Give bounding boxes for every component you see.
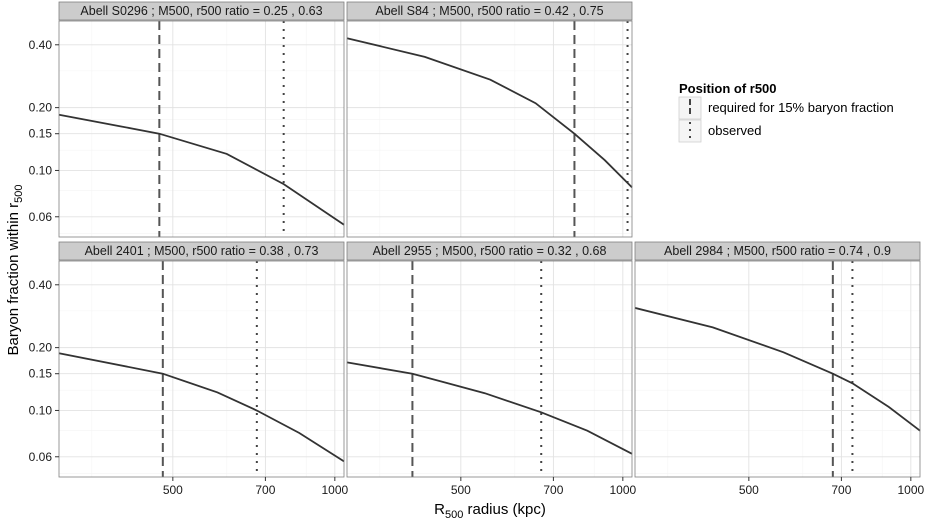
x-tick-label: 1000 xyxy=(321,483,348,497)
baryon-fraction-line xyxy=(346,361,633,455)
legend: Position of r500 required for 15% baryon… xyxy=(678,81,894,143)
y-tick-label: 0.06 xyxy=(29,450,53,464)
baryon-fraction-line xyxy=(58,352,345,463)
x-tick-label: 500 xyxy=(451,483,471,497)
legend-label: required for 15% baryon fraction xyxy=(708,100,894,115)
y-tick-label: 0.10 xyxy=(29,163,53,177)
facet-strip xyxy=(58,241,345,261)
y-tick-label: 0.15 xyxy=(29,127,53,141)
x-tick-label: 500 xyxy=(739,483,759,497)
facet-strip xyxy=(58,1,345,21)
panel-background xyxy=(347,21,632,237)
y-tick-label: 0.20 xyxy=(29,101,53,115)
panel-border xyxy=(346,20,633,238)
panel-background xyxy=(635,261,920,477)
facet-panel: Abell S84 ; M500, r500 ratio = 0.42 , 0.… xyxy=(346,1,633,238)
facet-strip-label: Abell S0296 ; M500, r500 ratio = 0.25 , … xyxy=(80,4,322,18)
facet-panel: Abell 2955 ; M500, r500 ratio = 0.32 , 0… xyxy=(346,241,637,497)
facet-panel: Abell 2984 ; M500, r500 ratio = 0.74 , 0… xyxy=(634,241,925,497)
panel-background xyxy=(59,261,344,477)
facet-strip-label: Abell 2955 ; M500, r500 ratio = 0.32 , 0… xyxy=(373,244,607,258)
y-tick-label: 0.40 xyxy=(29,38,53,52)
y-tick-label: 0.15 xyxy=(29,367,53,381)
x-tick-label: 1000 xyxy=(609,483,636,497)
legend-label: observed xyxy=(708,123,761,138)
x-axis-title: R500 radius (kpc) xyxy=(434,501,546,521)
x-tick-label: 500 xyxy=(163,483,183,497)
panel-border xyxy=(58,260,345,478)
panel-background xyxy=(347,261,632,477)
x-tick-label: 700 xyxy=(543,483,563,497)
y-tick-label: 0.40 xyxy=(29,278,53,292)
facet-strip-label: Abell S84 ; M500, r500 ratio = 0.42 , 0.… xyxy=(375,4,603,18)
panel-border xyxy=(634,260,921,478)
facet-strip xyxy=(346,241,633,261)
y-tick-label: 0.06 xyxy=(29,210,53,224)
y-tick-label: 0.20 xyxy=(29,341,53,355)
panel-border xyxy=(346,260,633,478)
y-axis-title: Baryon fraction within r500 xyxy=(5,185,25,356)
baryon-fraction-line xyxy=(346,37,633,189)
baryon-fraction-line xyxy=(634,307,921,432)
facet-panel: Abell S0296 ; M500, r500 ratio = 0.25 , … xyxy=(29,1,345,238)
facet-strip xyxy=(346,1,633,21)
legend-title: Position of r500 xyxy=(679,81,777,96)
panels: Abell S0296 ; M500, r500 ratio = 0.25 , … xyxy=(29,1,925,497)
facet-panel: Abell 2401 ; M500, r500 ratio = 0.38 , 0… xyxy=(29,241,349,497)
facet-strip-label: Abell 2401 ; M500, r500 ratio = 0.38 , 0… xyxy=(85,244,319,258)
y-tick-label: 0.10 xyxy=(29,403,53,417)
panel-border xyxy=(58,20,345,238)
facet-strip xyxy=(634,241,921,261)
x-tick-label: 700 xyxy=(255,483,275,497)
facet-strip-label: Abell 2984 ; M500, r500 ratio = 0.74 , 0… xyxy=(664,244,891,258)
panel-background xyxy=(59,21,344,237)
x-tick-label: 700 xyxy=(831,483,851,497)
x-tick-label: 1000 xyxy=(897,483,924,497)
baryon-fraction-line xyxy=(58,113,345,226)
